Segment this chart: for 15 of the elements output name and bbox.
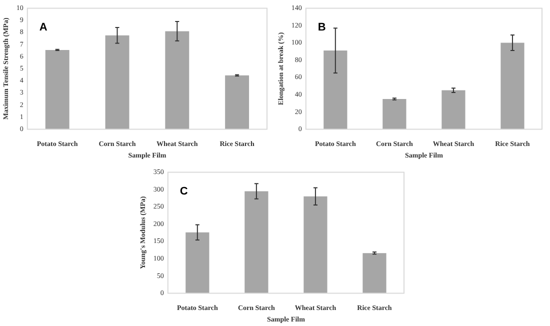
text: B <box>318 22 326 34</box>
bar <box>244 191 268 294</box>
bar <box>225 75 250 130</box>
text: C <box>180 186 188 198</box>
bar <box>442 90 466 130</box>
bar <box>105 35 130 130</box>
bar <box>362 253 386 294</box>
bar <box>45 50 70 130</box>
bar <box>165 31 190 130</box>
text: A <box>39 22 48 34</box>
bar <box>324 50 348 130</box>
bar <box>304 196 328 294</box>
bar <box>382 98 406 130</box>
bar <box>186 232 210 294</box>
bar <box>500 42 524 130</box>
